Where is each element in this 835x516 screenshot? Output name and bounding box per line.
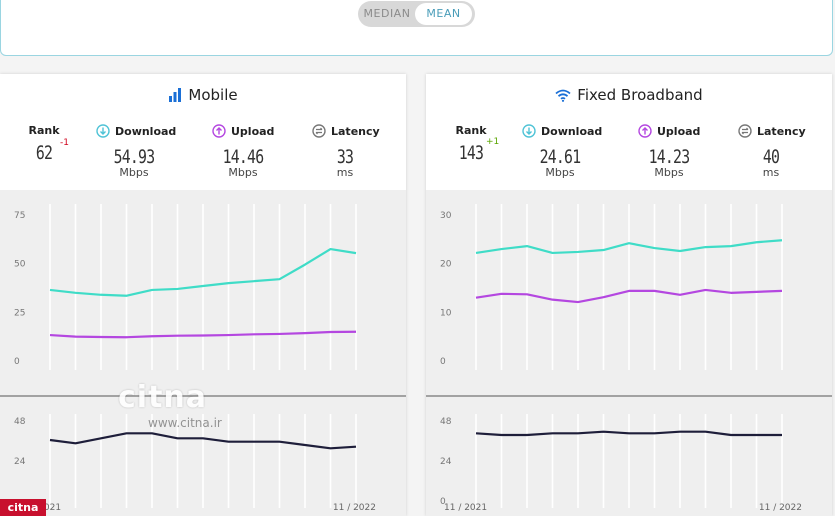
upload-label: Upload [231,125,275,138]
download-unit: Mbps [119,166,149,179]
upload-value: 14.23 [648,146,690,168]
y-tick-label: 0 [14,357,20,367]
rank-label: Rank [28,124,60,137]
fixed-upload: Upload 14.23 Mbps [638,124,700,179]
latency-icon [738,124,752,141]
fixed-download: Download 24.61 Mbps [522,124,602,179]
upload-unit: Mbps [654,166,684,179]
upload-arrow-icon [638,124,652,141]
latency-y-tick-label: 48 [440,417,452,427]
upload-label: Upload [657,125,701,138]
y-tick-label: 20 [440,260,452,270]
rank-change: -1 [60,138,69,148]
fixed-rank: Rank 143 [454,124,488,164]
latency-y-tick-label: 0 [440,497,446,507]
mobile-download: Download 54.93 Mbps [96,124,176,179]
rank-value: 62 [35,142,53,164]
download-arrow-icon [522,124,536,141]
x-end-label: 11 / 2022 [759,503,802,513]
latency-unit: ms [336,166,354,179]
mobile-title-text: Mobile [188,86,238,104]
latency-value: 33 [336,146,354,168]
latency-line [475,430,782,437]
y-tick-label: 30 [440,211,452,221]
x-start-label: 11 / 2021 [444,503,487,513]
upload-line [475,288,783,304]
latency-line [49,432,357,450]
upload-value: 14.46 [222,146,264,168]
mobile-panel: Mobile Rank 62 -1 Download 54.93 Mbps Up… [0,74,406,516]
watermark-logo: citna [118,380,208,415]
fixed-panel-title: Fixed Broadband [426,86,832,106]
rank-label: Rank [455,124,487,137]
y-tick-label: 10 [440,308,452,318]
fixed-broadband-panel: Fixed Broadband Rank 143 +1 Download 24.… [426,74,832,516]
latency-label: Latency [331,125,380,138]
download-arrow-icon [96,124,110,141]
download-unit: Mbps [545,166,575,179]
upload-arrow-icon [212,124,226,141]
upload-unit: Mbps [228,166,258,179]
y-tick-label: 25 [14,308,25,318]
y-tick-label: 75 [14,211,25,221]
y-tick-label: 50 [14,260,26,270]
watermark-url: www.citna.ir [148,416,222,430]
y-tick-label: 0 [440,357,446,367]
median-option[interactable]: MEDIAN [363,7,411,20]
latency-label: Latency [757,125,806,138]
fixed-title-text: Fixed Broadband [577,86,703,104]
mean-option[interactable]: MEAN [415,3,472,25]
latency-icon [312,124,326,141]
latency-y-tick-label: 24 [440,457,452,467]
latency-y-tick-label: 48 [14,417,26,427]
mobile-panel-title: Mobile [0,86,406,106]
fixed-chart-area: 0 10 20 30 0 24 48 11 / 2021 11 / 2022 [426,190,832,516]
fixed-latency: Latency 40 ms [738,124,806,179]
corner-logo: citna [0,499,46,516]
mobile-rank: Rank 62 [28,124,60,164]
rank-value: 143 [458,142,484,164]
median-mean-toggle[interactable]: MEDIAN MEAN [358,1,475,27]
download-label: Download [541,125,603,138]
latency-unit: ms [762,166,780,179]
mobile-latency: Latency 33 ms [312,124,380,179]
latency-value: 40 [762,146,780,168]
fixed-speed-chart: 0 10 20 30 0 24 48 11 / 2021 11 / 2022 [426,204,832,513]
signal-bars-icon [168,88,182,106]
download-value: 24.61 [539,146,581,168]
upload-line [49,330,357,339]
metric-toggle-container: MEDIAN MEAN [0,0,833,56]
download-label: Download [115,125,177,138]
rank-change: +1 [486,137,500,147]
x-end-label: 11 / 2022 [333,503,376,513]
wifi-icon [555,88,571,106]
download-line [475,239,783,255]
mobile-upload: Upload 14.46 Mbps [212,124,274,179]
download-value: 54.93 [113,146,155,168]
download-line [49,247,357,297]
latency-y-tick-label: 24 [14,457,26,467]
